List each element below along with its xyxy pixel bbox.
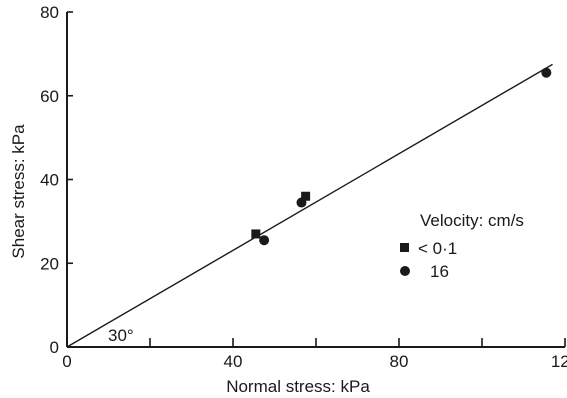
x-axis-label: Normal stress: kPa — [226, 377, 370, 396]
x-tick-label: 80 — [390, 352, 409, 371]
x-tick-label: 40 — [224, 352, 243, 371]
legend-marker-circle — [400, 266, 410, 276]
legend: Velocity: cm/s < 0·1 16 — [400, 211, 524, 281]
y-tick-label: 20 — [40, 254, 59, 273]
data-point-circle — [541, 67, 552, 78]
legend-label-fast: 16 — [430, 262, 449, 281]
y-tick-label: 80 — [40, 3, 59, 22]
legend-marker-square — [400, 243, 409, 252]
fit-line-group — [66, 63, 553, 348]
legend-label-slow: < 0·1 — [418, 239, 457, 258]
x-tick-label: 0 — [62, 352, 71, 371]
ticks: 0 40 80 120 0 20 40 60 80 — [40, 3, 567, 371]
data-point-circle — [296, 197, 307, 208]
data-point-circle — [259, 235, 270, 246]
data-point-square — [301, 191, 311, 201]
data-point-square — [251, 229, 261, 239]
angle-annotation: 30° — [108, 326, 134, 345]
y-tick-label: 0 — [50, 338, 59, 357]
y-tick-label: 40 — [40, 171, 59, 190]
fit-line — [66, 63, 553, 348]
x-tick-label: 120 — [551, 352, 567, 371]
y-tick-label: 60 — [40, 87, 59, 106]
data-points — [251, 67, 552, 246]
y-axis-label: Shear stress: kPa — [9, 124, 28, 259]
axes — [66, 12, 565, 348]
legend-title: Velocity: cm/s — [420, 211, 524, 230]
